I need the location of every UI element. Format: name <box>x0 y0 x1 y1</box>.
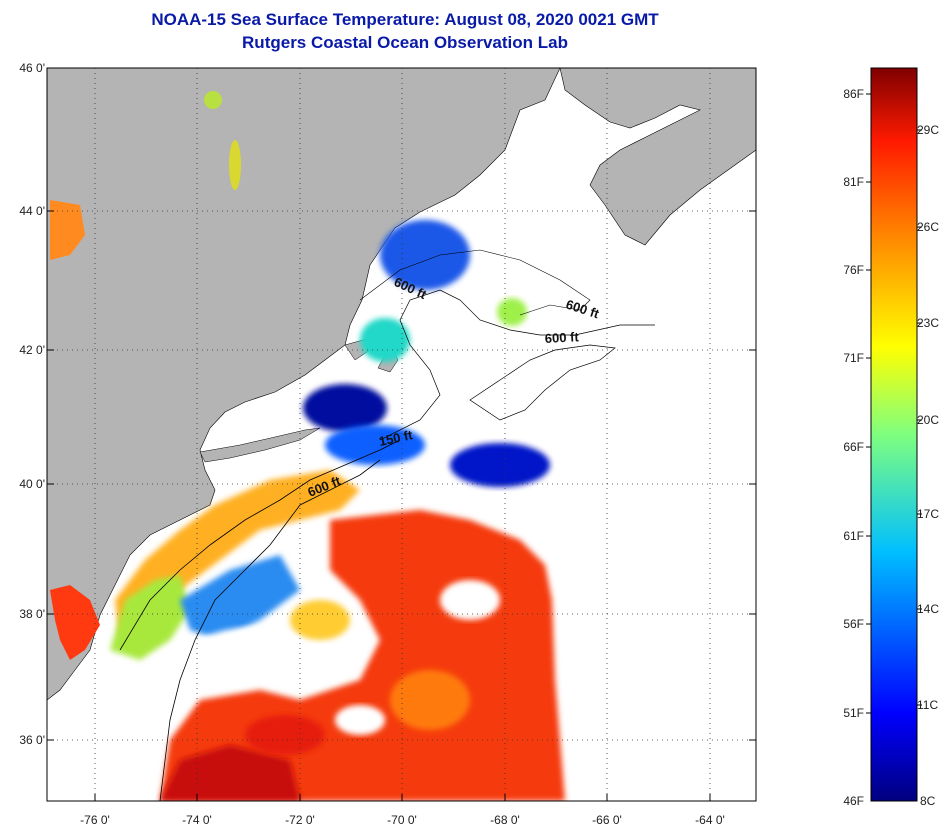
contour-label-150ft: 150 ft <box>378 427 415 449</box>
sst-patch-eddy <box>390 670 470 730</box>
lon-label-76: -76 0' <box>80 813 110 827</box>
lon-label-72: -72 0' <box>285 813 315 827</box>
cbar-f-46: 46F <box>843 794 864 808</box>
axis-ticks <box>47 210 756 801</box>
cbar-c-29: 29C <box>917 123 939 137</box>
cbar-f-61: 61F <box>843 529 864 543</box>
lat-label-40: 40 0' <box>19 477 45 491</box>
sst-patch-shelf-east <box>450 443 550 487</box>
cloud-1 <box>195 628 305 672</box>
land-mainland <box>47 68 561 701</box>
colorbar <box>870 67 918 802</box>
sst-lake-champlain <box>229 140 241 190</box>
cbar-c-17: 17C <box>917 507 939 521</box>
contour-label-600ft-georges-south: 600 ft <box>544 329 579 346</box>
cbar-c-26: 26C <box>917 220 939 234</box>
cbar-c-23: 23C <box>917 316 939 330</box>
sst-patch-georges <box>497 298 527 326</box>
contour-600ft-south <box>159 459 381 801</box>
cbar-c-14: 14C <box>917 602 939 616</box>
sst-patch-slope <box>290 600 350 640</box>
lon-label-68: -68 0' <box>490 813 520 827</box>
cloud-3 <box>335 705 385 735</box>
cbar-f-56: 56F <box>843 617 864 631</box>
sst-lake-north <box>50 200 85 260</box>
lat-label-38: 38 0' <box>19 607 45 621</box>
cbar-c-8: 8C <box>920 794 936 808</box>
contour-150ft <box>119 439 401 651</box>
land-nova-scotia <box>559 68 756 246</box>
contour-maine-inner <box>359 249 591 316</box>
sst-lake-small <box>204 91 222 109</box>
lon-label-66: -66 0' <box>592 813 622 827</box>
sst-patch-south <box>245 715 325 755</box>
sst-patch-midatlantic <box>115 470 360 640</box>
sst-chesapeake <box>50 585 100 660</box>
lat-label-42: 42 0' <box>19 343 45 357</box>
lon-label-74: -74 0' <box>182 813 212 827</box>
sst-patch-shelf <box>325 425 425 465</box>
cbar-f-86: 86F <box>843 87 864 101</box>
lon-label-64: -64 0' <box>695 813 725 827</box>
contour-gulf-maine <box>379 289 655 441</box>
cbar-c-11: 11C <box>917 698 938 712</box>
contour-georges <box>469 344 616 421</box>
map-title: NOAA-15 Sea Surface Temperature: August … <box>151 10 659 29</box>
sst-patch-maine <box>380 220 470 290</box>
cbar-f-76: 76F <box>843 263 864 277</box>
colorbar-ticks <box>866 93 922 714</box>
cbar-f-81: 81F <box>843 175 864 189</box>
sst-patch-shelf-green <box>110 575 190 660</box>
lat-label-46: 46 0' <box>19 61 45 75</box>
cloud-2 <box>440 580 500 620</box>
lat-label-44: 44 0' <box>19 204 45 218</box>
sst-patch-gulfstream-dark <box>160 745 300 801</box>
cbar-f-51: 51F <box>843 706 864 720</box>
land-long-island <box>199 427 321 463</box>
sst-patch-shelf-blue <box>180 555 300 640</box>
lon-label-70: -70 0' <box>387 813 417 827</box>
sst-patch-nantucket <box>303 384 387 432</box>
cbar-f-66: 66F <box>843 440 864 454</box>
map-subtitle: Rutgers Coastal Ocean Observation Lab <box>242 33 568 52</box>
cbar-f-71: 71F <box>843 351 864 365</box>
lat-label-36: 36 0' <box>19 733 45 747</box>
cbar-c-20: 20C <box>917 413 939 427</box>
sst-patch-capecod-bay <box>360 318 410 362</box>
graticule <box>47 68 756 801</box>
